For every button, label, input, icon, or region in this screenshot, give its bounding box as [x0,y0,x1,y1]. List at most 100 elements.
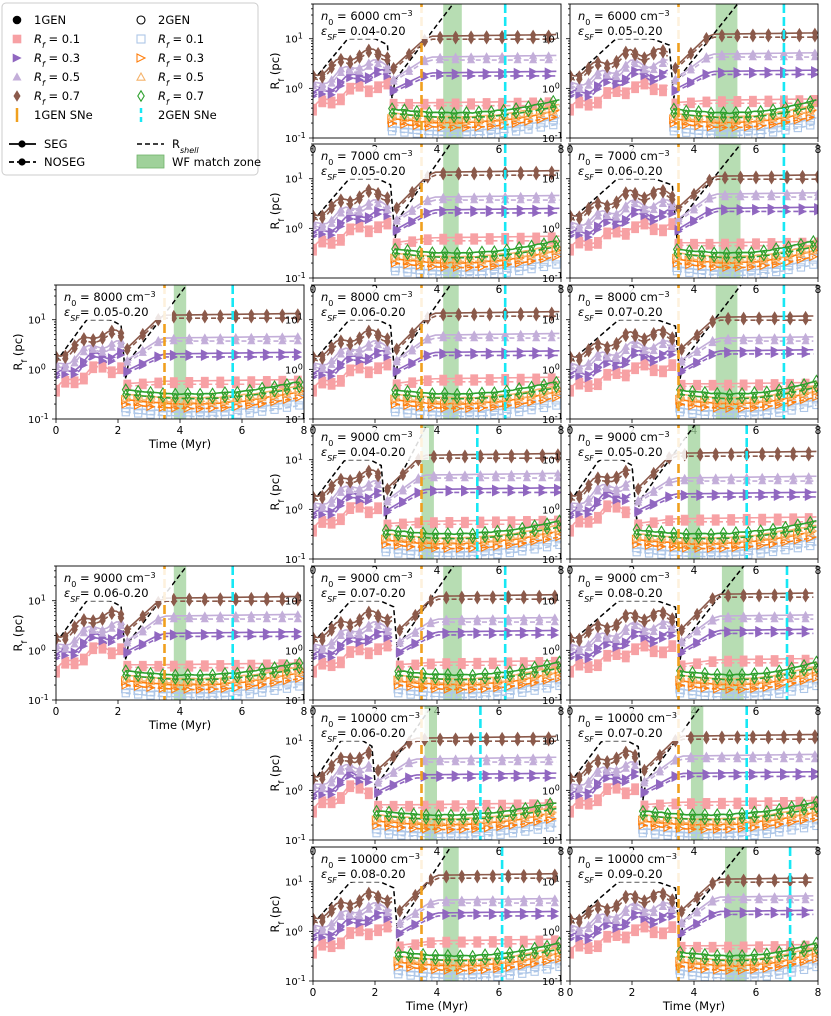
g2_01-noseg-point [514,266,524,276]
rf05-late-noseg-point [454,333,463,342]
g2_01-point [542,536,552,546]
g2_01-noseg-point [220,411,230,419]
y-tick-label: 10-1 [28,412,49,427]
rf05-early-noseg-point [61,363,70,372]
rf07-early-noseg-point [594,200,602,211]
rf07-early-noseg-line [570,51,669,81]
g2_07-noseg-point [763,810,771,822]
g2_01-point [158,406,168,417]
g2_03-noseg-point [502,260,512,270]
rf03-late-noseg-point [504,911,513,921]
g2_03-noseg-point [812,813,818,823]
rf07-early-noseg-point [346,478,354,489]
x-tick-label: 4 [434,706,441,718]
g2_03-noseg-point [682,543,692,553]
rf03-late-noseg-point [547,208,556,218]
g2_07-noseg-point [271,667,279,679]
rf07-late-noseg-point [486,169,493,181]
rf07-late-noseg-point [724,314,732,326]
rf07-late-noseg-point [124,345,131,356]
efficiency-annotation: εSF= 0.07-0.20 [578,305,663,323]
rf05-early-noseg-point [70,639,79,648]
rf03-late-noseg-point [278,352,287,362]
rf01-late-noseg-point [693,382,701,391]
g2_03-noseg-point [809,252,818,262]
g2_03-noseg-point [731,543,741,553]
rf07-early-noseg-point [594,341,602,353]
g2_01-noseg-point [787,406,796,415]
g2_07-point [134,384,143,398]
rf05-early-point [570,499,575,507]
rf07-late-noseg-point [687,733,695,745]
legend-label: WF match zone [172,155,261,169]
g2_01-noseg-point [700,833,709,840]
g2_03-noseg-point [490,402,500,412]
rf01-early-noseg-point [318,380,327,389]
g2_01-point [700,828,710,838]
rf03-early-noseg-point [621,778,631,787]
rf07-early-noseg-point [117,612,125,624]
rf01-early-noseg-point [107,651,116,660]
y-tick-label: 101 [542,733,560,748]
g2_07-noseg-point [134,670,142,683]
rf03-late-noseg-point [755,349,764,359]
g2_01-noseg-point [295,401,304,410]
rf05-early-noseg-point [364,764,373,772]
rf05-late-noseg-point [262,614,271,623]
g2_07-noseg-line [125,667,300,681]
g2_05-noseg-point [195,678,205,688]
rf03-late-noseg-point [736,207,745,216]
rf03-late-noseg-point [473,630,482,640]
g2_03-noseg-point [270,678,280,688]
rf05-late-noseg-point [216,614,225,623]
g2_05-noseg-point [121,393,131,402]
g2_03-noseg-point [456,544,466,554]
g2_03-noseg-point [688,682,698,692]
rf05-late-noseg-point [473,898,482,907]
rf01-late-noseg-point [467,803,475,812]
legend-label: Rf = 0.3 [158,51,204,69]
y-axis-label: Rf (pc) [268,192,286,229]
rf07-early-noseg-point [570,354,574,365]
rf01-early-noseg-point [659,650,667,659]
g2_03-noseg-point [737,684,747,694]
g2_01-noseg-line [679,404,817,418]
g2_07-point [734,246,743,260]
rf03-late-noseg-point [748,70,758,79]
rf01-early-noseg-point [621,654,630,663]
g2_03-noseg-point [295,393,304,403]
rf05-late-noseg-point [686,66,696,74]
rf07-late-noseg-point [771,314,778,326]
g2_01-noseg-point [750,692,759,700]
g2_01-noseg-point [685,268,694,277]
g2_07-point [394,525,403,539]
rf03-late-noseg-point [216,632,225,641]
legend-label: Rf = 0.7 [158,89,204,107]
rf01-early-noseg-point [313,528,317,537]
g2_05-noseg-point [492,535,502,544]
rf05-early-noseg-point [640,205,649,214]
rf05-late-noseg-point [739,336,748,345]
rf07-late-noseg-point [455,310,462,322]
g2_07-point [381,523,390,537]
g2_03-noseg-point [750,403,760,413]
rf03-late-noseg-point [717,772,727,781]
g2_07-point [270,661,279,675]
rf07-early-noseg-point [313,635,317,646]
g2_01-noseg-point [725,412,734,419]
g2_01-noseg-point [480,551,490,559]
g2_05-noseg-point [725,397,735,407]
g2_01-noseg-point [725,693,734,700]
rf01-late-noseg-point [686,100,695,109]
rf01-late-noseg-point [752,241,760,250]
rf05-early-noseg-point [364,343,373,351]
rf03-early-noseg-point [313,796,318,801]
rf01-late-noseg-point [680,517,689,526]
rf07-early-noseg-point [650,49,657,61]
g2_01-noseg-point [781,126,790,135]
g2_01-point [183,406,193,417]
rf03-early-noseg-point [327,934,336,943]
